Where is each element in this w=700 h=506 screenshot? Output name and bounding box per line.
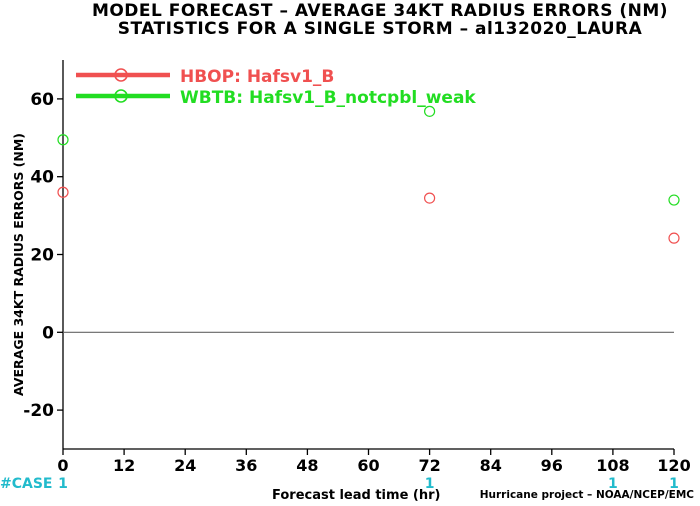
legend-label: WBTB: Hafsv1_B_notcpbl_weak [180, 88, 476, 108]
y-tick-label: 40 [30, 168, 54, 188]
y-axis-label: AVERAGE 34KT RADIUS ERRORS (NM) [11, 133, 26, 396]
data-point-wbtb [57, 134, 69, 146]
case-count: 1 [669, 476, 679, 492]
y-tick-label: 60 [30, 90, 54, 110]
x-tick-label: 96 [541, 456, 563, 475]
data-point-hbop [668, 232, 680, 244]
legend-marker [114, 89, 128, 103]
credit-text: Hurricane project – NOAA/NCEP/EMC [479, 489, 694, 501]
legend-marker [114, 68, 128, 82]
x-tick-label: 120 [657, 456, 690, 475]
legend-label: HBOP: Hafsv1_B [180, 67, 334, 87]
x-tick-label: 12 [113, 456, 135, 475]
y-tick-label: 20 [30, 246, 54, 266]
y-tick-label: 0 [42, 323, 54, 343]
chart-title: MODEL FORECAST – AVERAGE 34KT RADIUS ERR… [91, 1, 669, 21]
case-count: 1 [58, 476, 68, 492]
x-tick-label: 0 [57, 456, 68, 475]
y-tick-label: -20 [23, 401, 54, 421]
x-tick-label: 36 [235, 456, 257, 475]
x-axis-label: Forecast lead time (hr) [272, 488, 441, 503]
data-point-wbtb [668, 194, 680, 206]
data-point-hbop [57, 186, 69, 198]
case-count: 1 [425, 476, 435, 492]
x-tick-label: 60 [357, 456, 379, 475]
case-count: 1 [608, 476, 618, 492]
x-tick-label: 72 [418, 456, 440, 475]
data-point-wbtb [424, 105, 436, 117]
case-label: #CASE [0, 476, 53, 492]
x-tick-label: 24 [174, 456, 196, 475]
x-tick-label: 84 [480, 456, 502, 475]
x-tick-label: 108 [596, 456, 629, 475]
x-tick-label: 48 [296, 456, 318, 475]
chart-subtitle: STATISTICS FOR A SINGLE STORM – al132020… [117, 19, 643, 39]
data-point-hbop [424, 192, 436, 204]
